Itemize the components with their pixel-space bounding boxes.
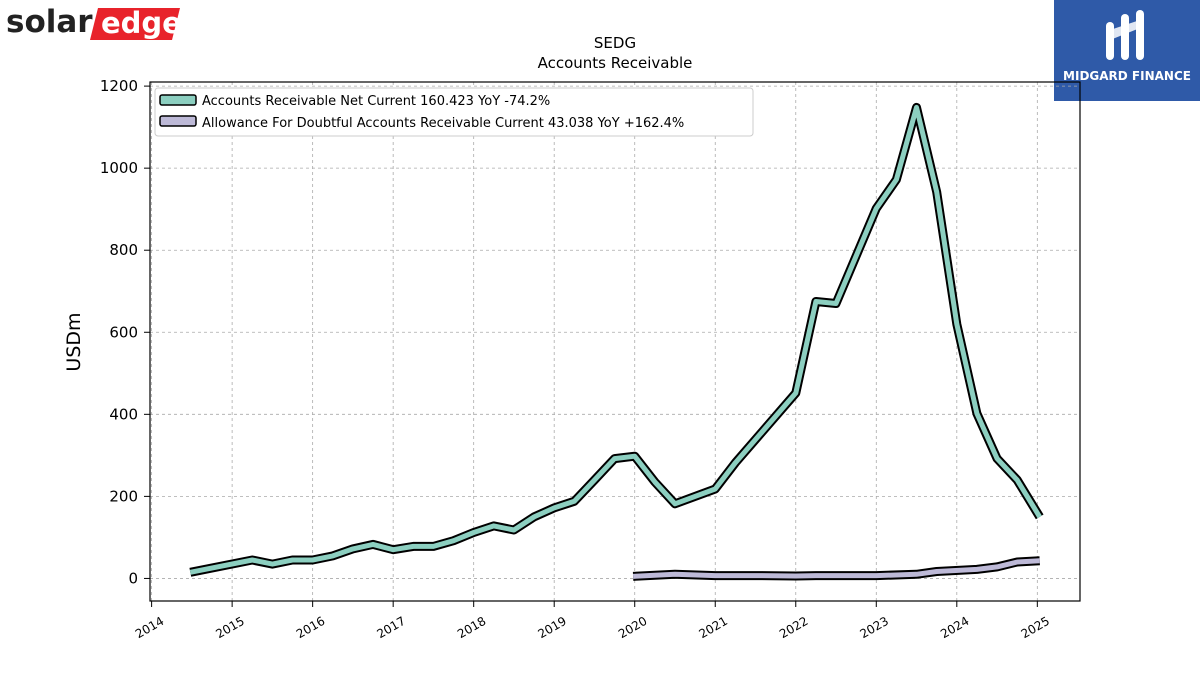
y-tick-label: 800: [109, 241, 138, 259]
series-line-1: [632, 558, 1040, 579]
x-tick-label: 2024: [938, 614, 971, 641]
legend-box: [154, 87, 754, 137]
x-tick-label: 2022: [777, 614, 810, 641]
x-tick-label: 2017: [374, 614, 407, 641]
legend: Accounts Receivable Net Current 160.423 …: [154, 87, 754, 137]
legend-entry-allowance-doubtful: Allowance For Doubtful Accounts Receivab…: [202, 116, 684, 131]
legend-swatch-allowance-doubtful: [159, 115, 197, 127]
x-tick-label: 2015: [213, 614, 246, 641]
axis-ticks: 2014 2015 2016 2017 2018 2019 2020 2021 2022 2023…: [100, 77, 1052, 641]
solaredge-logo-edge-text: edge: [101, 6, 182, 40]
chart-subtitle: Accounts Receivable: [538, 54, 693, 72]
midgard-finance-text: MIDGARD FINANCE: [1063, 69, 1191, 83]
solaredge-logo-solar-text: solar: [6, 4, 93, 40]
x-tick-label: 2019: [535, 614, 568, 641]
midgard-finance-logo: MIDGARD FINANCE: [1054, 0, 1200, 101]
x-tick-label: 2020: [616, 614, 649, 641]
series-line-0: [189, 104, 1042, 575]
x-tick-label: 2023: [858, 614, 891, 641]
y-tick-label: 400: [109, 405, 138, 423]
x-tick-label: 2021: [697, 614, 730, 641]
chart-title: SEDG: [594, 34, 636, 52]
solaredge-logo-red-badge: [90, 8, 180, 40]
y-axis-label: USDm: [63, 312, 85, 371]
grid-lines: [150, 82, 1080, 601]
x-tick-label: 2025: [1019, 614, 1052, 641]
y-tick-label: 1000: [100, 159, 138, 177]
y-tick-label: 1200: [100, 77, 138, 95]
y-tick-label: 200: [109, 487, 138, 505]
series-outline-0: [189, 102, 1044, 577]
x-tick-label: 2014: [133, 614, 166, 641]
plot-frame: [149, 81, 1081, 602]
series-lines: [189, 102, 1044, 581]
midgard-emblem-icon: [1106, 10, 1144, 60]
legend-entry-accounts-receivable: Accounts Receivable Net Current 160.423 …: [202, 94, 550, 109]
solaredge-logo: solar edge: [6, 4, 182, 40]
x-tick-label: 2018: [455, 614, 488, 641]
y-tick-label: 0: [128, 569, 138, 587]
x-tick-label: 2016: [294, 614, 327, 641]
y-tick-label: 600: [109, 323, 138, 341]
legend-swatch-accounts-receivable: [159, 94, 197, 106]
